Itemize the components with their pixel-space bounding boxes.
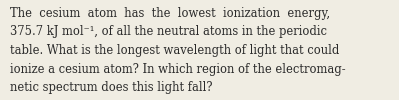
Text: netic spectrum does this light fall?: netic spectrum does this light fall? — [10, 81, 213, 94]
Text: ionize a cesium atom? In which region of the electromag-: ionize a cesium atom? In which region of… — [10, 62, 346, 76]
Text: table. What is the longest wavelength of light that could: table. What is the longest wavelength of… — [10, 44, 340, 57]
Text: 375.7 kJ mol⁻¹, of all the neutral atoms in the periodic: 375.7 kJ mol⁻¹, of all the neutral atoms… — [10, 26, 327, 38]
Text: The  cesium  atom  has  the  lowest  ionization  energy,: The cesium atom has the lowest ionizatio… — [10, 7, 330, 20]
